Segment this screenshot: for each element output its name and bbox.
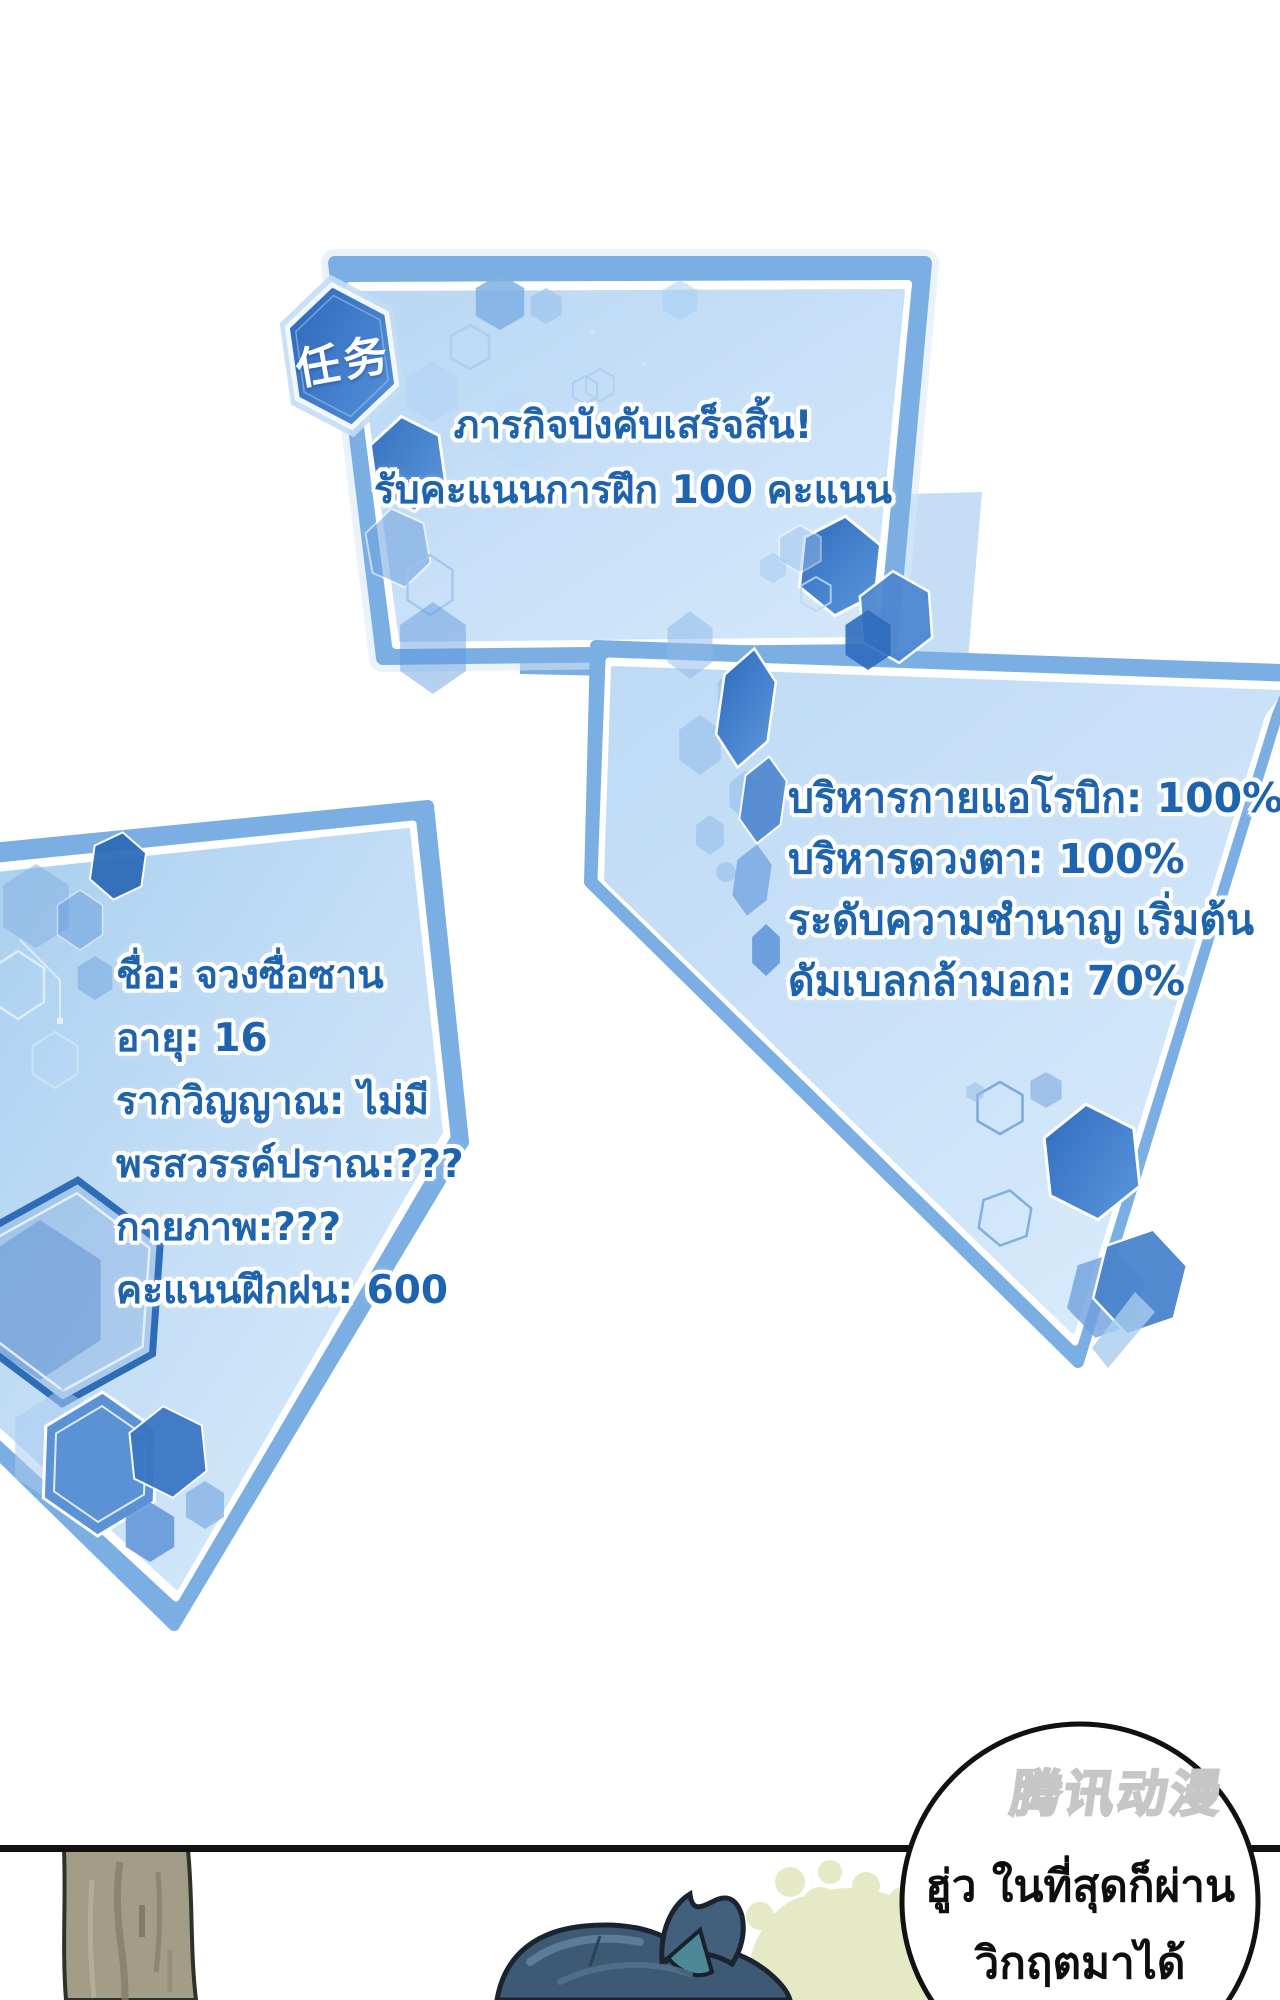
training-line-4: ดัมเบลกล้ามอก: 70% [788,957,1186,1005]
status-line-6: คะแนนฝึกฝน: 600 [116,1268,449,1313]
status-line-4: พรสวรรค์ปราณ:??? [116,1142,464,1187]
mission-panel-hex-decorations [406,274,698,470]
speech-bubble-shape [899,1721,1261,2000]
status-line-2: อายุ: 16 [116,1016,268,1061]
training-line-2: บริหารดวงตา: 100% [788,835,1185,883]
mission-line-1: ภารกิจบังคับเสร็จสิ้น! [453,403,813,448]
status-line-3: รากวิญญาณ: ไม่มี [116,1079,430,1124]
status-line-5: กายภาพ:??? [116,1205,342,1250]
status-panel-hex-decorations [0,829,224,1562]
status-panel-text: ชื่อ: จวงซื่อซาน อายุ: 16 รากวิญญาณ: ไม่… [116,944,464,1322]
character-hair [494,1889,793,2000]
mission-line-2: รับคะแนนการฝึก 100 คะแนน [373,468,893,513]
panel-border-line [0,1845,1280,1852]
training-panel-text: บริหารกายแอโรบิก: 100% บริหารดวงตา: 100%… [788,768,1280,1012]
tree-trunk [61,1848,199,2000]
training-panel-hex-decorations [667,611,1193,1368]
publisher-watermark: 腾讯动漫 [1006,1764,1229,1825]
training-line-3: ระดับความชำนาญ เริ่มต้น [788,896,1255,944]
speech-line-1: ฮู่ว ในที่สุดก็ผ่าน [924,1861,1236,1912]
status-line-1: ชื่อ: จวงซื่อซาน [116,953,384,998]
mission-panel-text: ภารกิจบังคับเสร็จสิ้น! รับคะแนนการฝึก 10… [350,393,916,523]
speech-line-2: วิกฤตมาได้ [974,1938,1186,1989]
speech-bubble-text: ฮู่ว ในที่สุดก็ผ่าน วิกฤตมาได้ [898,1848,1262,2000]
training-line-1: บริหารกายแอโรบิก: 100% [788,774,1280,822]
